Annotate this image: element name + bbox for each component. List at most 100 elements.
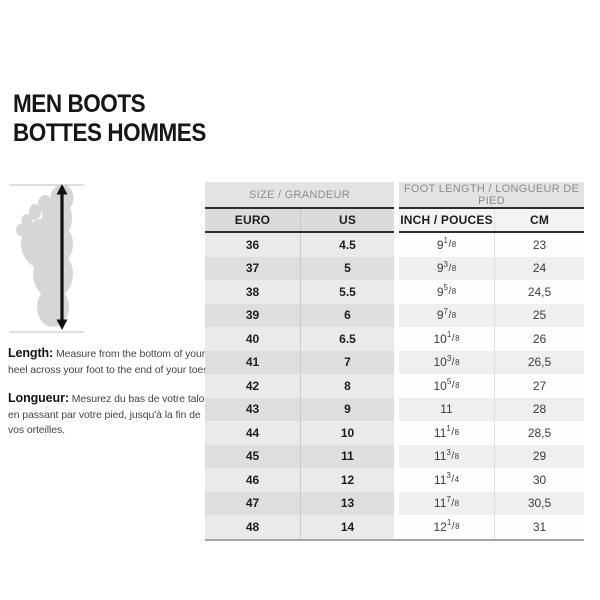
table-column-gap (394, 280, 399, 304)
table-column-gap (394, 491, 399, 515)
table-row: 44 10 11 1/8 28,5 (205, 421, 584, 445)
table-column-gap (394, 421, 399, 445)
measure-instructions: Length: Measure from the bottom of your … (8, 346, 216, 452)
inch-length-cell: 10 1/8 (399, 327, 494, 351)
euro-size-cell: 43 (205, 397, 300, 421)
table-row: 41 7 10 3/8 26,5 (205, 350, 584, 374)
longueur-instruction: Longueur: Mesurez du bas de votre talon,… (8, 391, 216, 439)
table-row: 45 11 11 3/8 29 (205, 444, 584, 468)
euro-size-cell: 47 (205, 491, 300, 515)
euro-size-cell: 36 (205, 233, 300, 257)
table-rule (205, 207, 584, 209)
us-size-cell: 4.5 (300, 233, 394, 257)
us-size-cell: 5.5 (300, 280, 394, 304)
table-column-header-row: EURO US INCH / POUCES CM (205, 209, 584, 231)
table-column-gap (394, 515, 399, 539)
us-size-cell: 6 (300, 303, 394, 327)
table-row: 43 9 11 28 (205, 397, 584, 421)
cm-length-cell: 23 (494, 233, 584, 257)
table-row: 40 6.5 10 1/8 26 (205, 327, 584, 351)
column-header-cm: CM (494, 209, 584, 231)
table-column-gap (394, 374, 399, 398)
cm-length-cell: 26 (494, 327, 584, 351)
inch-length-cell: 11 1/8 (399, 421, 494, 445)
page-title-line2: BOTTES HOMMES (13, 119, 206, 147)
euro-size-cell: 46 (205, 468, 300, 492)
length-text: Measure from the bottom of your heel acr… (8, 348, 212, 376)
longueur-label: Longueur: (8, 391, 69, 405)
table-row: 37 5 9 3/8 24 (205, 256, 584, 280)
inch-length-cell: 11 3/4 (399, 468, 494, 492)
table-column-gap (394, 397, 399, 421)
longueur-text: Mesurez du bas de votre talon, en passan… (8, 393, 213, 436)
us-size-cell: 13 (300, 491, 394, 515)
table-column-gap (394, 468, 399, 492)
table-column-gap (394, 303, 399, 327)
table-column-gap (394, 182, 399, 207)
inch-length-cell: 11 3/8 (399, 444, 494, 468)
cm-length-cell: 30 (494, 468, 584, 492)
group-header-foot-length: FOOT LENGTH / LONGUEUR DE PIED (399, 182, 584, 207)
foot-silhouette (16, 184, 74, 327)
column-header-us: US (300, 209, 394, 231)
size-table: SIZE / GRANDEUR FOOT LENGTH / LONGUEUR D… (205, 182, 584, 541)
table-row: 48 14 12 1/8 31 (205, 515, 584, 539)
length-instruction: Length: Measure from the bottom of your … (8, 346, 216, 378)
table-column-gap (394, 233, 399, 257)
euro-size-cell: 44 (205, 421, 300, 445)
table-row: 38 5.5 9 5/8 24,5 (205, 280, 584, 304)
inch-length-cell: 9 3/8 (399, 256, 494, 280)
cm-length-cell: 26,5 (494, 350, 584, 374)
column-header-euro: EURO (205, 209, 300, 231)
table-body: 36 4.5 9 1/8 23 37 5 9 3/8 24 38 5.5 9 5/8 24,5 39 6 9… (205, 233, 584, 539)
us-size-cell: 14 (300, 515, 394, 539)
euro-size-cell: 48 (205, 515, 300, 539)
inch-length-cell: 9 1/8 (399, 233, 494, 257)
euro-size-cell: 38 (205, 280, 300, 304)
cm-length-cell: 28,5 (494, 421, 584, 445)
table-rule (205, 231, 584, 233)
table-row: 39 6 9 7/8 25 (205, 303, 584, 327)
cm-length-cell: 24,5 (494, 280, 584, 304)
us-size-cell: 12 (300, 468, 394, 492)
cm-length-cell: 28 (494, 397, 584, 421)
table-row: 42 8 10 5/8 27 (205, 374, 584, 398)
group-header-size: SIZE / GRANDEUR (205, 182, 394, 207)
cm-length-cell: 31 (494, 515, 584, 539)
euro-size-cell: 40 (205, 327, 300, 351)
table-group-header-row: SIZE / GRANDEUR FOOT LENGTH / LONGUEUR D… (205, 182, 584, 207)
euro-size-cell: 39 (205, 303, 300, 327)
us-size-cell: 5 (300, 256, 394, 280)
euro-size-cell: 45 (205, 444, 300, 468)
cm-length-cell: 25 (494, 303, 584, 327)
inch-length-cell: 9 7/8 (399, 303, 494, 327)
cm-length-cell: 27 (494, 374, 584, 398)
cm-length-cell: 29 (494, 444, 584, 468)
inch-length-cell: 11 7/8 (399, 491, 494, 515)
us-size-cell: 7 (300, 350, 394, 374)
table-column-gap (394, 444, 399, 468)
inch-length-cell: 10 3/8 (399, 350, 494, 374)
measure-arrow-icon (56, 184, 68, 330)
us-size-cell: 11 (300, 444, 394, 468)
table-column-gap (394, 209, 399, 231)
foot-measure-illustration (9, 184, 84, 333)
table-row: 36 4.5 9 1/8 23 (205, 233, 584, 257)
table-column-gap (394, 327, 399, 351)
inch-length-cell: 11 (399, 397, 494, 421)
euro-size-cell: 37 (205, 256, 300, 280)
table-column-gap (394, 256, 399, 280)
length-label: Length: (8, 346, 54, 360)
page-title: MEN BOOTS BOTTES HOMMES (13, 90, 206, 148)
table-row: 47 13 11 7/8 30,5 (205, 491, 584, 515)
us-size-cell: 9 (300, 397, 394, 421)
inch-length-cell: 10 5/8 (399, 374, 494, 398)
column-header-inch: INCH / POUCES (399, 209, 494, 231)
inch-length-cell: 12 1/8 (399, 515, 494, 539)
cm-length-cell: 30,5 (494, 491, 584, 515)
table-row: 46 12 11 3/4 30 (205, 468, 584, 492)
page-title-line1: MEN BOOTS (13, 90, 146, 118)
inch-length-cell: 9 5/8 (399, 280, 494, 304)
euro-size-cell: 41 (205, 350, 300, 374)
